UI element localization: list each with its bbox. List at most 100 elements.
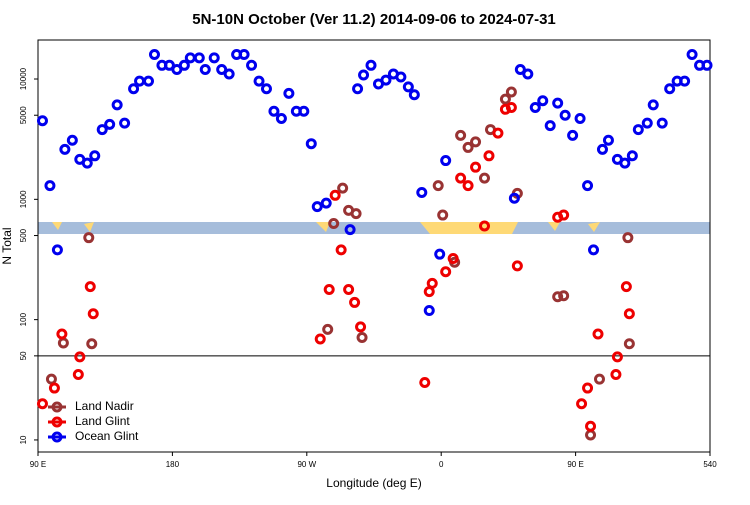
- point: [552, 97, 564, 109]
- point: [305, 138, 317, 150]
- point: [66, 134, 78, 146]
- point: [349, 296, 361, 308]
- point: [656, 117, 668, 129]
- point: [358, 69, 370, 81]
- point: [350, 208, 362, 220]
- point: [72, 368, 84, 380]
- point: [416, 186, 428, 198]
- point: [56, 328, 68, 340]
- point: [499, 93, 511, 105]
- point: [511, 260, 523, 272]
- point: [328, 217, 340, 229]
- point: [647, 99, 659, 111]
- point: [96, 124, 108, 136]
- point: [87, 308, 99, 320]
- point: [470, 161, 482, 173]
- point: [408, 89, 420, 101]
- point: [588, 244, 600, 256]
- point: [576, 398, 588, 410]
- point: [437, 209, 449, 221]
- point: [593, 373, 605, 385]
- point: [567, 129, 579, 141]
- point: [447, 253, 459, 265]
- point: [462, 180, 474, 192]
- point: [455, 172, 467, 184]
- point: [111, 99, 123, 111]
- y-axis-label: N Total: [0, 227, 14, 264]
- point: [602, 134, 614, 146]
- point: [558, 209, 570, 221]
- legend-label: Land Nadir: [75, 399, 134, 413]
- point: [440, 266, 452, 278]
- y-tick-label: 50: [19, 351, 28, 360]
- point: [537, 95, 549, 107]
- point: [322, 323, 334, 335]
- point: [36, 398, 48, 410]
- point: [48, 382, 60, 394]
- point: [193, 52, 205, 64]
- point: [582, 180, 594, 192]
- point: [352, 83, 364, 95]
- point: [275, 112, 287, 124]
- point: [483, 150, 495, 162]
- x-tick-label: 0: [439, 460, 444, 469]
- point: [402, 81, 414, 93]
- point: [89, 150, 101, 162]
- point: [260, 83, 272, 95]
- point: [582, 382, 594, 394]
- point: [57, 337, 69, 349]
- legend-label: Ocean Glint: [75, 429, 139, 443]
- point: [81, 157, 93, 169]
- x-tick-label: 540: [703, 460, 717, 469]
- y-tick-label: 10: [19, 435, 28, 444]
- point: [184, 52, 196, 64]
- point: [664, 83, 676, 95]
- point: [329, 189, 341, 201]
- point: [320, 197, 332, 209]
- point: [283, 87, 295, 99]
- point: [148, 48, 160, 60]
- point: [178, 59, 190, 71]
- y-tick-label: 100: [19, 312, 28, 326]
- point: [83, 232, 95, 244]
- point: [104, 118, 116, 130]
- point: [434, 248, 446, 260]
- point: [686, 48, 698, 60]
- point: [544, 120, 556, 132]
- point: [355, 321, 367, 333]
- point: [596, 143, 608, 155]
- y-tick-label: 10000: [19, 67, 28, 90]
- x-axis-label: Longitude (deg E): [326, 476, 421, 490]
- point: [216, 63, 228, 75]
- point: [529, 101, 541, 113]
- point: [558, 290, 570, 302]
- point: [619, 157, 631, 169]
- point: [343, 284, 355, 296]
- point: [701, 59, 713, 71]
- point: [344, 224, 356, 236]
- point: [128, 83, 140, 95]
- point: [365, 59, 377, 71]
- point: [59, 143, 71, 155]
- point: [36, 115, 48, 127]
- point: [45, 373, 57, 385]
- point: [51, 244, 63, 256]
- point: [505, 86, 517, 98]
- y-tick-label: 5000: [19, 106, 28, 124]
- map-strip: [38, 222, 710, 234]
- point: [314, 333, 326, 345]
- chart-title: 5N-10N October (Ver 11.2) 2014-09-06 to …: [192, 11, 556, 28]
- point: [470, 136, 482, 148]
- point: [620, 281, 632, 293]
- point: [380, 74, 392, 86]
- point: [119, 117, 131, 129]
- point: [455, 129, 467, 141]
- point: [74, 351, 86, 363]
- point: [268, 105, 280, 117]
- y-tick-label: 1000: [19, 190, 28, 208]
- point: [679, 75, 691, 87]
- point: [508, 192, 520, 204]
- point: [479, 220, 491, 232]
- point: [623, 338, 635, 350]
